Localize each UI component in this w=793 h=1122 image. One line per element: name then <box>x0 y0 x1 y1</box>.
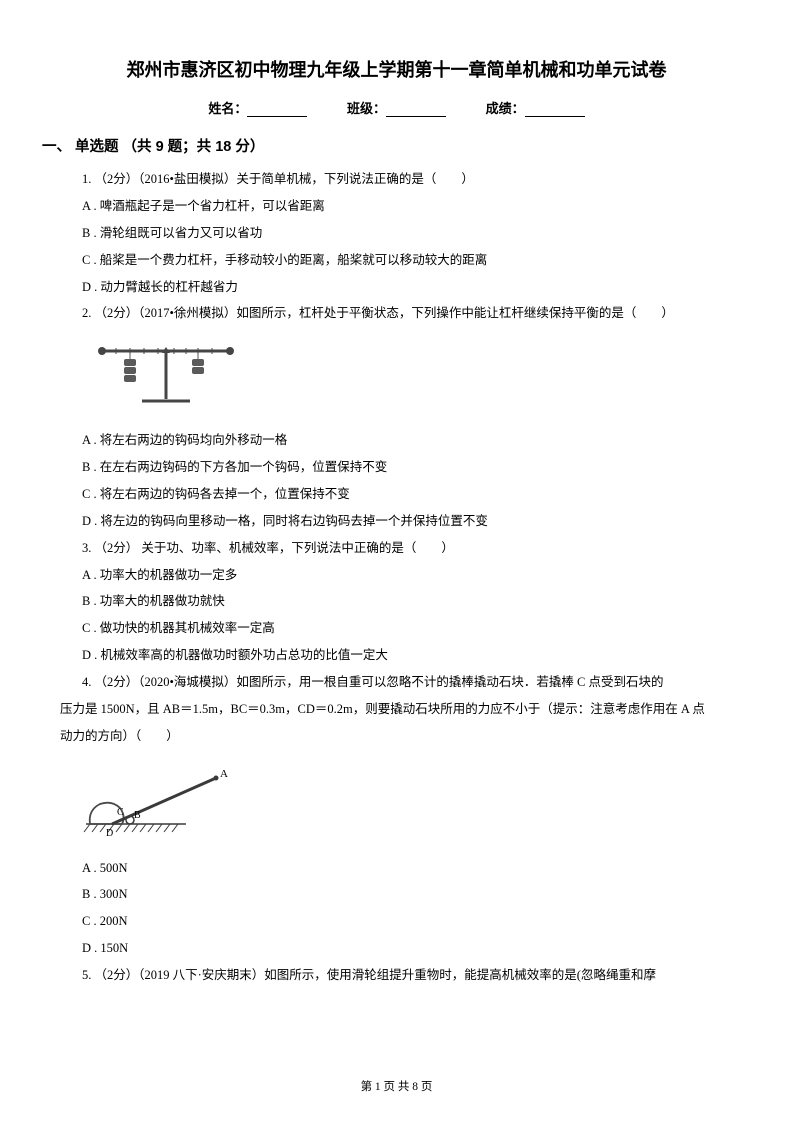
question-4: 4. （2分）（2020•海城模拟）如图所示，用一根自重可以忽略不计的撬棒撬动石… <box>60 669 733 962</box>
q1-option-c: C . 船桨是一个费力杠杆，手移动较小的距离，船桨就可以移动较大的距离 <box>82 247 733 274</box>
q4-stem-3: 动力的方向）（ ） <box>60 723 733 750</box>
q3-option-c: C . 做功快的机器其机械效率一定高 <box>82 615 733 642</box>
question-1: 1. （2分）（2016•盐田模拟）关于简单机械，下列说法正确的是（ ） A .… <box>82 166 733 300</box>
q4-option-a: A . 500N <box>82 855 733 882</box>
q3-stem: 3. （2分） 关于功、功率、机械效率，下列说法中正确的是（ ） <box>82 535 733 562</box>
q2-diagram-lever <box>82 333 733 421</box>
q2-option-a: A . 将左右两边的钩码均向外移动一格 <box>82 427 733 454</box>
q5-stem: 5. （2分）（2019 八下·安庆期末）如图所示，使用滑轮组提升重物时，能提高… <box>82 962 733 989</box>
q2-stem: 2. （2分）（2017•徐州模拟）如图所示，杠杆处于平衡状态，下列操作中能让杠… <box>82 300 733 327</box>
score-blank <box>525 102 585 117</box>
class-field: 班级： <box>347 98 446 117</box>
q3-option-d: D . 机械效率高的机器做功时额外功占总功的比值一定大 <box>82 642 733 669</box>
class-blank <box>386 102 446 117</box>
q2-option-c: C . 将左右两边的钩码各去掉一个，位置保持不变 <box>82 481 733 508</box>
question-5: 5. （2分）（2019 八下·安庆期末）如图所示，使用滑轮组提升重物时，能提高… <box>82 962 733 989</box>
svg-text:B: B <box>134 810 141 821</box>
svg-text:A: A <box>220 768 228 780</box>
q1-option-b: B . 滑轮组既可以省力又可以省功 <box>82 220 733 247</box>
q4-stem-2: 压力是 1500N，且 AB＝1.5m，BC＝0.3m，CD＝0.2m，则要撬动… <box>60 696 733 723</box>
q4-diagram-prybar: A B C D <box>82 764 733 849</box>
class-label: 班级： <box>347 101 386 116</box>
svg-text:D: D <box>106 828 113 839</box>
q3-option-a: A . 功率大的机器做功一定多 <box>82 562 733 589</box>
name-field: 姓名： <box>208 98 307 117</box>
name-blank <box>247 102 307 117</box>
header-row: 姓名： 班级： 成绩： <box>60 98 733 117</box>
section-heading: 一、 单选题 （共 9 题；共 18 分） <box>42 135 733 156</box>
q2-option-b: B . 在左右两边钩码的下方各加一个钩码，位置保持不变 <box>82 454 733 481</box>
score-field: 成绩： <box>486 98 585 117</box>
question-2: 2. （2分）（2017•徐州模拟）如图所示，杠杆处于平衡状态，下列操作中能让杠… <box>82 300 733 534</box>
svg-text:C: C <box>117 807 124 818</box>
q4-stem-1: 4. （2分）（2020•海城模拟）如图所示，用一根自重可以忽略不计的撬棒撬动石… <box>82 669 733 696</box>
q1-stem: 1. （2分）（2016•盐田模拟）关于简单机械，下列说法正确的是（ ） <box>82 166 733 193</box>
question-3: 3. （2分） 关于功、功率、机械效率，下列说法中正确的是（ ） A . 功率大… <box>82 535 733 669</box>
name-label: 姓名： <box>208 101 247 116</box>
q4-option-c: C . 200N <box>82 908 733 935</box>
page-footer: 第 1 页 共 8 页 <box>0 1078 793 1094</box>
q2-option-d: D . 将左边的钩码向里移动一格，同时将右边钩码去掉一个并保持位置不变 <box>82 508 733 535</box>
q3-option-b: B . 功率大的机器做功就快 <box>82 588 733 615</box>
q1-option-d: D . 动力臂越长的杠杆越省力 <box>82 274 733 301</box>
q4-option-b: B . 300N <box>82 881 733 908</box>
exam-title: 郑州市惠济区初中物理九年级上学期第十一章简单机械和功单元试卷 <box>60 56 733 82</box>
score-label: 成绩： <box>486 101 525 116</box>
q4-option-d: D . 150N <box>82 935 733 962</box>
q1-option-a: A . 啤酒瓶起子是一个省力杠杆，可以省距离 <box>82 193 733 220</box>
